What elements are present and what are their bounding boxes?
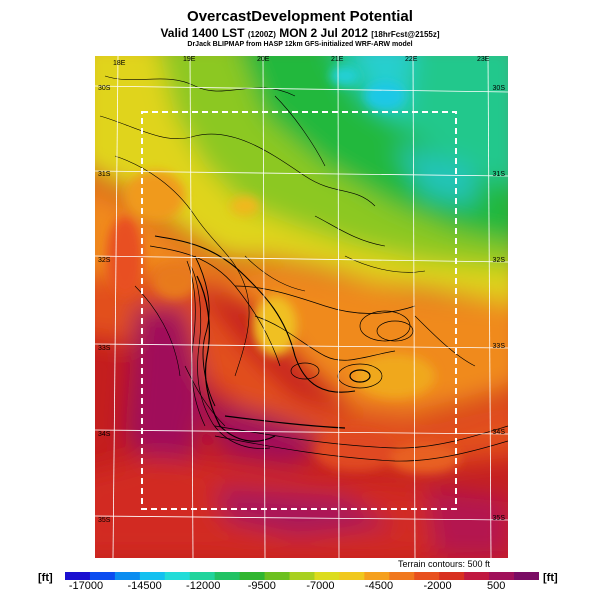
lat-label-right: 30S [493,85,506,92]
run-time: (1200Z) [247,30,276,39]
colorbar-tick-label: -14500 [127,580,162,592]
lat-label-left: 35S [98,517,111,524]
lat-lon-grid [95,56,508,558]
lat-label-left: 30S [98,85,111,92]
colorbar-segment [264,572,291,580]
colorbar-tick-label: -2000 [423,580,452,592]
colorbar-tick-label: -12000 [186,580,221,592]
forecast-map: 18E 19E 20E 21E 22E 23E 18E 19E 20E 21E … [95,56,508,558]
colorbar-segment [439,572,465,580]
colorbar-segment [89,572,116,580]
colorbar-segment [65,572,91,580]
lat-label-right: 33S [493,343,506,350]
unit-label-right: [ft] [543,572,558,584]
lat-labels-left: 30S 31S 32S 33S 34S 35S [98,85,111,524]
lon-labels-top: 18E 19E 20E 21E 22E 23E [113,56,490,67]
lat-label-right: 34S [493,429,506,436]
chart-subtitle: Valid 1400 LST (1200Z) MON 2 Jul 2012 [1… [0,26,600,40]
colorbar-segment [389,572,415,580]
colorbar-segment [139,572,166,580]
lat-labels-right: 30S 31S 32S 33S 34S 35S [493,85,506,522]
colorbar-tick-label: -7000 [306,580,335,592]
lat-label-left: 32S [98,257,111,264]
lat-label-right: 31S [493,171,506,178]
colorbar-segment [339,572,365,580]
forecast-info: [18hrFcst@2155z] [371,30,440,39]
colorbar-tick-label: 500 [487,580,506,592]
lon-label-top: 19E [183,56,196,63]
lat-label-left: 34S [98,431,111,438]
colorbar-tick-label: -9500 [247,580,276,592]
colorbar-segment [464,572,490,580]
colorbar-segment [114,572,141,580]
colorbar-segment [164,572,191,580]
lon-label-top: 21E [331,56,344,63]
colorbar-segment [214,572,241,580]
colorbar-segment [314,572,340,580]
colorbar-segment [364,572,390,580]
colorbar-segment [189,572,216,580]
lon-label-top: 20E [257,56,270,63]
inner-domain-box [141,111,457,510]
colorbar-segment [489,572,515,580]
valid-date: MON 2 Jul 2012 [279,26,368,40]
lon-label-top: 18E [113,60,126,67]
lon-label-top: 22E [405,56,418,63]
lat-label-right: 32S [493,257,506,264]
unit-label-left: [ft] [38,572,53,584]
lat-label-left: 31S [98,171,111,178]
colorbar-segment [514,572,539,580]
colorbar-segment [239,572,266,580]
colorbar-tick-label: -17000 [68,580,104,592]
colorbar-tick-label: -4500 [364,580,394,592]
colorbar [65,572,539,580]
valid-time: Valid 1400 LST [160,26,245,40]
chart-title: OvercastDevelopment Potential [187,8,413,25]
colorbar-segment [289,572,315,580]
lat-label-right: 35S [493,515,506,522]
model-credit: DrJack BLIPMAP from HASP 12km GFS-initia… [187,41,413,48]
colorbar-segment [414,572,440,580]
terrain-contour-note: Terrain contours: 500 ft [398,559,491,569]
lon-label-top: 23E [477,56,490,63]
lat-label-left: 33S [98,345,111,352]
potential-field [95,56,508,558]
